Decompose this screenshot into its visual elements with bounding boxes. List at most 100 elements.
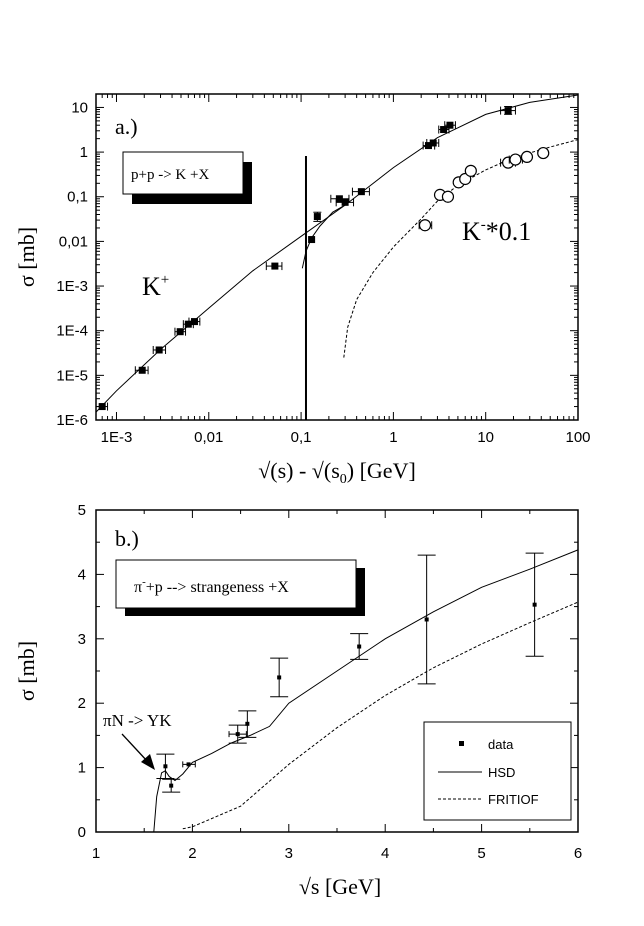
kplus-sup: + bbox=[161, 272, 169, 288]
x-tick-label: 0,01 bbox=[194, 429, 223, 446]
x-tick-label: 5 bbox=[477, 845, 485, 862]
y-tick-label: 0,01 bbox=[59, 233, 88, 250]
kplus-data-point bbox=[155, 346, 163, 354]
y-tick-label: 1E-6 bbox=[56, 412, 88, 429]
reaction-box-a bbox=[122, 151, 244, 195]
panel-a-xlabel-sub: 0 bbox=[340, 472, 347, 487]
kplus-data-point bbox=[335, 195, 343, 203]
reaction-box-b-text: π-+p --> strangeness +X bbox=[134, 576, 289, 596]
legend-data-label: data bbox=[488, 737, 514, 752]
kplus-data-point bbox=[271, 262, 279, 270]
threshold-annotation: πN -> YK bbox=[103, 711, 172, 730]
x-tick-label: 0,1 bbox=[291, 429, 312, 446]
legend-hsd-label: HSD bbox=[488, 765, 515, 780]
data-point bbox=[357, 644, 362, 649]
x-tick-label: 6 bbox=[574, 845, 582, 862]
x-tick-label: 10 bbox=[477, 429, 494, 446]
kminus-data-point bbox=[441, 190, 455, 203]
panel-b-label: b.) bbox=[115, 526, 139, 551]
x-tick-label: 2 bbox=[188, 845, 196, 862]
x-tick-label: 1 bbox=[92, 845, 100, 862]
kplus-data-point bbox=[190, 318, 198, 326]
panel-a-xlabel-tail: ) [GeV] bbox=[347, 458, 416, 483]
threshold-arrow-shaft bbox=[121, 733, 149, 763]
kplus-data-point bbox=[504, 107, 512, 115]
kplus-data-point bbox=[357, 188, 365, 196]
data-point bbox=[245, 721, 250, 726]
kminus-data-point bbox=[464, 164, 477, 177]
y-tick-label: 5 bbox=[78, 502, 86, 519]
reaction-box-b bbox=[115, 559, 357, 609]
kminus-tail: *0.1 bbox=[486, 217, 532, 246]
reaction-box-a-text: p+p -> K +X bbox=[131, 167, 209, 183]
kplus-data-point bbox=[440, 126, 448, 134]
kminus-data-point bbox=[418, 219, 432, 232]
kplus-data-point bbox=[176, 328, 184, 336]
x-tick-label: 1 bbox=[389, 429, 397, 446]
reaction-box-b-sup: - bbox=[142, 576, 146, 588]
kplus-data-point bbox=[424, 142, 432, 150]
panel-a-lines bbox=[95, 94, 579, 420]
y-tick-label: 1 bbox=[78, 760, 86, 777]
kplus-data-point bbox=[308, 236, 316, 244]
x-tick-label: 1E-3 bbox=[101, 429, 133, 446]
kminus-curve bbox=[343, 139, 579, 358]
x-tick-label: 4 bbox=[381, 845, 389, 862]
kplus-data-point bbox=[98, 403, 106, 411]
panel-a: 1E-3 0,01 0,1 1 10 1001E-61E-51E-41E-30,010,1… bbox=[14, 93, 591, 487]
kminus-data-point bbox=[509, 153, 522, 166]
y-tick-label: 0,1 bbox=[67, 189, 88, 206]
panel-a-frame bbox=[95, 93, 579, 421]
kminus-sup: - bbox=[481, 217, 486, 233]
panel-b-xlabel: √s [GeV] bbox=[299, 874, 381, 899]
data-point bbox=[532, 602, 537, 607]
kplus-curve bbox=[95, 94, 579, 413]
x-tick-label: 100 bbox=[565, 429, 590, 446]
data-point bbox=[186, 762, 191, 767]
fritiof-curve bbox=[182, 601, 579, 830]
panel-b-points bbox=[156, 552, 544, 793]
threshold-arrow-head bbox=[141, 754, 155, 770]
y-tick-label: 1 bbox=[80, 144, 88, 161]
y-tick-label: 1E-3 bbox=[56, 278, 88, 295]
kminus-label: K-*0.1 bbox=[462, 217, 531, 246]
data-point bbox=[235, 732, 240, 737]
kplus-data-point bbox=[429, 139, 437, 147]
data-point bbox=[277, 675, 282, 680]
data-point bbox=[163, 764, 168, 769]
reaction-box-b-tail: +p --> strangeness +X bbox=[146, 579, 289, 596]
y-tick-label: 0 bbox=[78, 824, 86, 841]
kplus-data-point bbox=[341, 198, 349, 206]
y-tick-label: 10 bbox=[71, 99, 88, 116]
kplus-curve bbox=[301, 204, 346, 269]
data-point bbox=[169, 783, 174, 788]
kplus-data-point bbox=[138, 366, 146, 374]
y-tick-label: 1E-4 bbox=[56, 323, 88, 340]
panel-a-tick-labels: 1E-3 0,01 0,1 1 10 100 1E-6 1E-5 1E-4 1E-3 0,01 0,1… bbox=[56, 99, 590, 446]
panel-b-ticks bbox=[95, 509, 579, 833]
kplus-data-point bbox=[446, 121, 454, 129]
panel-a-xlabel: √(s) - √(s0) [GeV] bbox=[258, 458, 416, 487]
kplus-data-point bbox=[313, 213, 321, 221]
kplus-data-point bbox=[184, 320, 192, 328]
panel-a-ylabel: σ [mb] bbox=[14, 227, 39, 287]
y-tick-label: 3 bbox=[78, 631, 86, 648]
panel-a-label: a.) bbox=[115, 114, 138, 139]
y-tick-label: 1E-5 bbox=[56, 367, 88, 384]
data-point bbox=[424, 617, 429, 622]
panel-b-ylabel: σ [mb] bbox=[14, 641, 39, 701]
kplus-label: K+ bbox=[142, 272, 169, 301]
panel-a-points bbox=[95, 105, 550, 411]
x-tick-label: 3 bbox=[285, 845, 293, 862]
kminus-data-point bbox=[537, 146, 550, 160]
y-tick-label: 4 bbox=[78, 566, 86, 583]
panel-a-ticks bbox=[95, 93, 579, 421]
y-tick-label: 2 bbox=[78, 695, 86, 712]
kminus-data-point bbox=[520, 150, 534, 164]
legend-box bbox=[423, 721, 572, 821]
legend-fritiof-label: FRITIOF bbox=[488, 792, 539, 807]
legend-data-marker bbox=[459, 741, 464, 746]
